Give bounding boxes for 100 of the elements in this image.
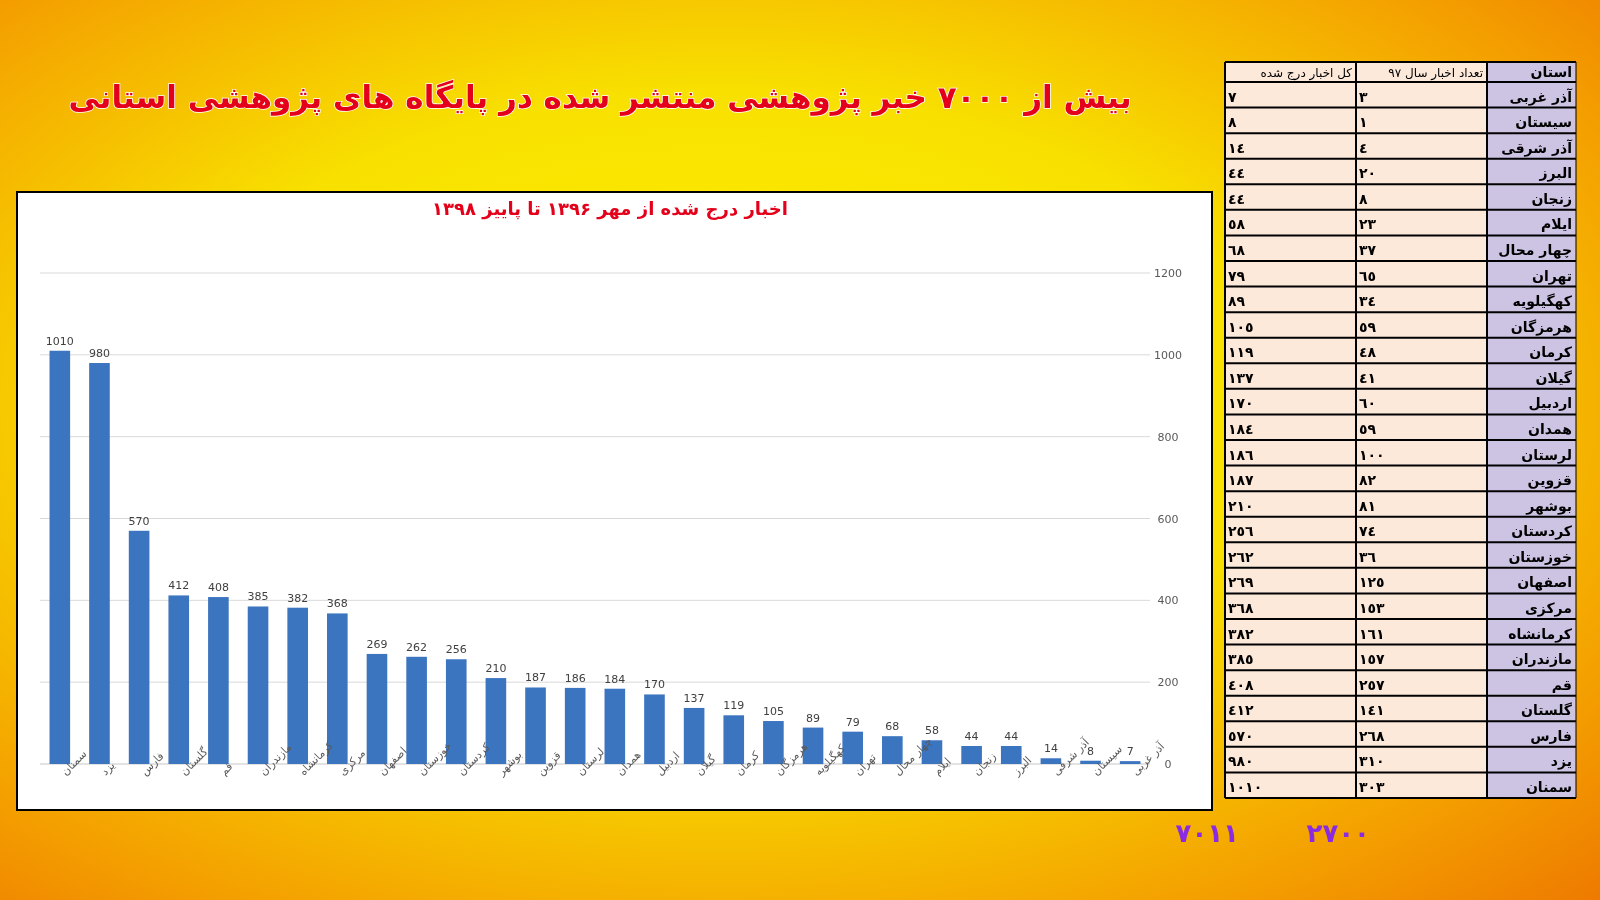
data-label: 210 <box>485 662 507 676</box>
bar <box>208 597 229 764</box>
category-label: کهگیلویه <box>1512 293 1573 311</box>
data-label: ١٨٧ <box>1228 472 1255 489</box>
x-tick-label: کرمانشاه <box>296 738 337 779</box>
data-label: ٦٠ <box>1359 395 1377 412</box>
text: ۲۷۰۰ <box>1306 818 1370 848</box>
category-label: خوزستان <box>1508 548 1572 566</box>
data-label: ١٣٧ <box>1228 369 1255 386</box>
y-tick-label: 600 <box>1157 512 1179 526</box>
category-label: قم <box>1551 676 1572 693</box>
data-label: 79 <box>845 715 860 729</box>
data-label: ٣٦ <box>1359 548 1377 565</box>
x-tick-label: تهران <box>851 751 879 779</box>
data-label: ١٨٤ <box>1228 421 1254 437</box>
data-label: 368 <box>326 597 348 611</box>
category-label: کرمان <box>1529 344 1573 362</box>
category-label: کرمانشاه <box>1508 625 1573 643</box>
data-label: ٤٨ <box>1359 344 1377 361</box>
category-label: کردستان <box>1511 523 1573 541</box>
y-tick-label: 800 <box>1157 430 1179 444</box>
data-label: ٢٥٧ <box>1359 676 1386 693</box>
x-tick-label: لرستان <box>574 745 607 779</box>
x-tick-label: یزد <box>98 759 118 779</box>
category-label: همدان <box>1528 421 1572 437</box>
data-label: ٦٨ <box>1228 242 1246 258</box>
x-tick-label: سمنان <box>58 747 90 779</box>
data-label: ١ <box>1359 114 1368 131</box>
data-label: 68 <box>885 720 900 734</box>
data-label: ٢٦٨ <box>1359 727 1386 744</box>
data-label: 44 <box>964 730 979 743</box>
data-label: 570 <box>128 514 150 528</box>
data-label: ٣٨٥ <box>1228 651 1254 668</box>
data-label: ٨٢ <box>1359 472 1377 489</box>
data-label: ٤ <box>1359 139 1368 156</box>
x-tick-label: گلستان <box>177 744 212 779</box>
data-label: ١٧٠ <box>1228 395 1254 412</box>
category-label: بوشهر <box>1525 497 1572 515</box>
data-label: ٢٦٢ <box>1228 548 1255 565</box>
series-label: کل اخبار درج شده <box>1260 66 1353 81</box>
data-label: 89 <box>806 711 821 725</box>
data-label: ٢٦٩ <box>1228 574 1255 591</box>
y-tick-label: 1000 <box>1154 348 1182 362</box>
x-tick-label: زنجان <box>970 749 999 779</box>
x-tick-label: گیلان <box>693 751 720 779</box>
data-label: ٨ <box>1228 114 1237 131</box>
category-label: زنجان <box>1531 190 1572 207</box>
data-label: 184 <box>604 672 626 686</box>
y-tick-label: 400 <box>1157 594 1179 608</box>
x-tick-label: اصفهان <box>375 744 410 779</box>
x-tick-label: البرز <box>1009 754 1035 779</box>
category-label: ایلام <box>1541 216 1572 233</box>
y-tick-label: 200 <box>1157 676 1179 690</box>
category-label: اردبیل <box>1528 395 1572 412</box>
x-tick-label: کرمان <box>732 748 763 779</box>
data-label: 137 <box>683 691 705 705</box>
category-label: لرستان <box>1521 446 1572 464</box>
data-label: ٥٩ <box>1359 318 1377 335</box>
category-label: چهار محال <box>1498 242 1572 259</box>
data-label: 269 <box>366 637 388 651</box>
x-tick-label: کردستان <box>455 739 494 779</box>
data-label: ٤١ <box>1359 369 1377 386</box>
data-label: 1010 <box>45 334 74 348</box>
data-label: 8 <box>1087 744 1095 758</box>
x-tick-label: بوشهر <box>494 748 525 779</box>
data-label: ١١٩ <box>1228 344 1255 361</box>
data-label: ٨١ <box>1359 497 1377 514</box>
category-label: مرکزی <box>1524 600 1572 617</box>
data-label: ٤١٢ <box>1228 702 1255 719</box>
data-label: 412 <box>168 579 190 593</box>
data-label: 44 <box>1004 730 1019 743</box>
data-label: ٢٣ <box>1359 216 1377 233</box>
data-label: ٣١٠ <box>1359 753 1385 770</box>
x-tick-label: اردبیل <box>653 749 683 779</box>
data-label: ٨ <box>1359 190 1368 207</box>
category-label: مازندران <box>1511 651 1572 668</box>
data-label: ٧٩ <box>1228 267 1246 284</box>
data-label: 262 <box>406 640 428 654</box>
category-label: تهران <box>1532 267 1572 285</box>
text: استان <box>1530 64 1572 80</box>
x-tick-label: کهگیلویه <box>811 741 849 779</box>
data-label: 382 <box>287 591 309 605</box>
category-label: آذر غربی <box>1509 87 1574 106</box>
x-tick-label: همدان <box>613 748 644 779</box>
x-tick-label: مازندران <box>256 740 295 779</box>
data-label: ١٠٥ <box>1228 318 1254 335</box>
x-tick-label: هرمزگان <box>772 740 811 779</box>
data-label: ١٦١ <box>1359 625 1385 642</box>
x-tick-label: فارس <box>138 749 167 779</box>
x-tick-label: خوزستان <box>415 739 455 779</box>
data-label: ٧٤ <box>1359 523 1377 540</box>
data-label: ٣٧ <box>1359 242 1377 258</box>
data-label: ٨٩ <box>1228 293 1246 310</box>
text: ۷۰۱۱ <box>1175 818 1239 848</box>
x-tick-label: قزوین <box>534 749 564 779</box>
category-label: سمنان <box>1525 779 1572 795</box>
category-label: هرمزگان <box>1510 318 1572 336</box>
data-label: ٢٠ <box>1359 165 1377 182</box>
data-label: ٥٧٠ <box>1228 727 1254 744</box>
data-label: ١٤١ <box>1359 702 1385 719</box>
